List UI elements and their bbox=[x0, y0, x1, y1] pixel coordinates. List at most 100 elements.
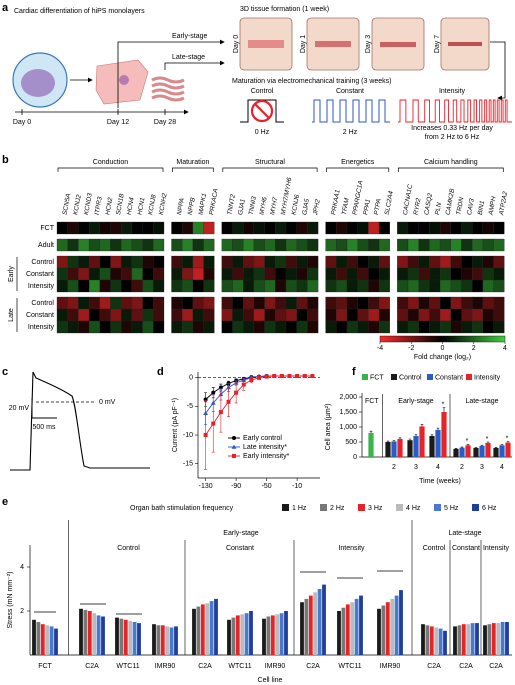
bar bbox=[115, 617, 119, 655]
bar bbox=[262, 618, 266, 655]
heatmap-cell bbox=[296, 308, 308, 322]
heatmap-cell bbox=[346, 296, 358, 310]
heatmap-cell bbox=[450, 308, 462, 322]
group-label: Maturation bbox=[176, 159, 209, 166]
heatmap-cell bbox=[153, 255, 165, 269]
bar bbox=[483, 625, 487, 655]
bar bbox=[137, 623, 141, 655]
heatmap-cell bbox=[368, 320, 380, 334]
heatmap-cell bbox=[131, 308, 143, 322]
heatmap-cell bbox=[121, 320, 133, 334]
heatmap-cell bbox=[110, 221, 122, 235]
heatmap-cell bbox=[493, 308, 505, 322]
heatmap-cell bbox=[482, 255, 494, 269]
heatmap-cell bbox=[346, 320, 358, 334]
heatmap-cell bbox=[253, 238, 265, 252]
heatmap-cell bbox=[275, 308, 287, 322]
bar bbox=[359, 595, 363, 655]
heatmap-cell bbox=[264, 267, 276, 281]
legend-label: Control bbox=[399, 374, 422, 381]
legend-label: Early control bbox=[243, 435, 282, 442]
bar bbox=[466, 624, 471, 655]
heatmap-cell bbox=[171, 296, 183, 310]
heatmap-cell bbox=[153, 279, 165, 293]
y-tick-label: 4 bbox=[20, 564, 24, 571]
x-tick-label: -10 bbox=[292, 483, 302, 490]
heatmap-cell bbox=[336, 296, 348, 310]
heatmap-cell bbox=[131, 267, 143, 281]
legend-label: Early intensity* bbox=[243, 453, 290, 460]
x-tick-label: IMR90 bbox=[265, 663, 286, 670]
panel-label: d bbox=[157, 366, 164, 378]
gene-label: MYH6 bbox=[259, 196, 269, 215]
gene-label: BIN1 bbox=[477, 200, 486, 216]
error-bar bbox=[420, 424, 424, 427]
heatmap-cell bbox=[78, 279, 90, 293]
day-label: Day 1 bbox=[300, 35, 307, 53]
heatmap-cell bbox=[243, 221, 255, 235]
heatmap-cell bbox=[307, 221, 319, 235]
gene-label: KCNJ6 bbox=[291, 194, 302, 216]
heatmap-cell bbox=[285, 308, 297, 322]
legend-label: Late intensity* bbox=[243, 444, 287, 451]
gene-label: CASQ2 bbox=[423, 192, 434, 215]
x-tick-label: 3 bbox=[414, 464, 418, 471]
row-group-label: Early bbox=[8, 266, 15, 282]
bar bbox=[491, 623, 496, 655]
heatmap-cell bbox=[285, 296, 297, 310]
heatmap-cell bbox=[429, 296, 441, 310]
heatmap-cell bbox=[153, 308, 165, 322]
heatmap-cell bbox=[368, 267, 380, 281]
heatmap-cell bbox=[346, 221, 358, 235]
heatmap-cell bbox=[192, 238, 204, 252]
bar bbox=[169, 627, 174, 655]
heatmap-cell bbox=[192, 320, 204, 334]
regimen-name: Control bbox=[251, 88, 274, 95]
heatmap-cell bbox=[78, 221, 90, 235]
condition-label: Intensity bbox=[338, 545, 365, 552]
condition-label: Intensity bbox=[483, 545, 510, 552]
heatmap-cell bbox=[307, 279, 319, 293]
x-tick-label: IMR90 bbox=[380, 663, 401, 670]
bar bbox=[473, 448, 479, 457]
x-tick-label: C2A bbox=[85, 663, 99, 670]
bar bbox=[459, 447, 465, 457]
heatmap-cell bbox=[296, 296, 308, 310]
error-bar bbox=[480, 444, 484, 446]
heatmap-cell bbox=[378, 221, 390, 235]
heatmap-cell bbox=[296, 221, 308, 235]
heatmap-cell bbox=[296, 267, 308, 281]
y-tick-label: 0 bbox=[189, 375, 193, 382]
heatmap-cell bbox=[439, 320, 451, 334]
heatmap-cell bbox=[357, 296, 369, 310]
heatmap-cell bbox=[397, 320, 409, 334]
significance-mark: * bbox=[486, 436, 489, 443]
row-label: Control bbox=[31, 259, 54, 266]
heatmap-cell bbox=[153, 296, 165, 310]
gene-label: AMPH bbox=[487, 196, 497, 217]
regimen-name: Constant bbox=[336, 88, 364, 95]
heatmap-cell bbox=[482, 308, 494, 322]
heatmap-cell bbox=[407, 255, 419, 269]
error-bar bbox=[392, 440, 396, 442]
heatmap-cell bbox=[56, 296, 68, 310]
row-label: Intensity bbox=[28, 324, 55, 331]
heatmap-cell bbox=[88, 238, 100, 252]
heatmap-cell bbox=[99, 255, 111, 269]
heatmap-cell bbox=[418, 255, 430, 269]
heatmap-cell bbox=[397, 267, 409, 281]
legend-swatch bbox=[427, 374, 433, 380]
heatmap-cell bbox=[88, 308, 100, 322]
gene-label: RYR2 bbox=[413, 197, 423, 215]
heatmap-cell bbox=[243, 238, 255, 252]
heatmap-cell bbox=[221, 238, 233, 252]
heatmap-cell bbox=[264, 308, 276, 322]
heatmap-cell bbox=[99, 238, 111, 252]
bar bbox=[425, 625, 430, 655]
heatmap-cell bbox=[171, 267, 183, 281]
no-symbol bbox=[250, 99, 274, 123]
heatmap-cell bbox=[307, 255, 319, 269]
heatmap-cell bbox=[182, 221, 194, 235]
bar bbox=[475, 623, 479, 655]
